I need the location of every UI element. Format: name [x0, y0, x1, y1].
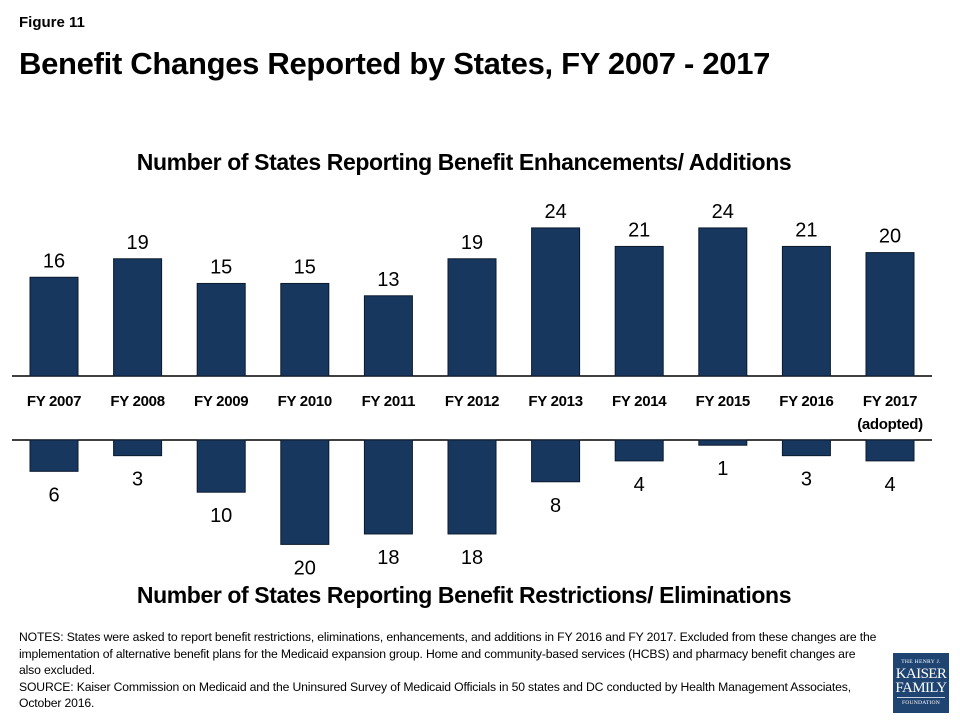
logo-divider	[897, 697, 945, 698]
bottom-bar-value-label: 18	[461, 547, 483, 569]
bottom-bar	[865, 439, 915, 462]
logo-line-3: FAMILY	[895, 680, 947, 696]
bottom-bar	[698, 439, 748, 446]
category-tick-label: FY 2013	[528, 393, 582, 410]
top-chart-title: Number of States Reporting Benefit Enhan…	[136, 149, 792, 175]
bottom-bar	[614, 439, 664, 462]
bottom-bar-value-label: 18	[377, 547, 399, 569]
bottom-bar-value-label: 3	[132, 469, 143, 491]
top-bar	[280, 282, 330, 377]
category-tick-label: FY 2010	[278, 393, 332, 410]
category-tick-label: FY 2007	[27, 393, 81, 410]
bottom-bar	[363, 439, 413, 535]
category-tick-label: FY 2008	[110, 393, 164, 410]
top-bar	[447, 258, 497, 377]
bottom-bar	[113, 439, 163, 457]
logo-line-2: KAISER	[895, 666, 947, 682]
logo-line-4: FOUNDATION	[901, 700, 941, 706]
page-title: Benefit Changes Reported by States, FY 2…	[19, 46, 771, 81]
category-tick-label: FY 2011	[362, 393, 416, 410]
top-bar	[865, 252, 915, 377]
category-tick-label: FY 2009	[194, 393, 248, 410]
top-bar-value-label: 20	[879, 226, 901, 248]
benefit-changes-chart: 16 6 FY 2007 19 3 FY 2008 15 10 FY 2009 15 20 FY 20…	[12, 201, 932, 579]
top-bar-value-label: 16	[43, 250, 65, 272]
bottom-bar-value-label: 3	[801, 469, 812, 491]
category-tick-label: FY 2016	[779, 393, 833, 410]
bottom-bar	[447, 439, 497, 535]
bottom-bar-value-label: 4	[634, 474, 645, 496]
top-bar	[781, 245, 831, 377]
top-bar-value-label: 24	[712, 201, 734, 223]
top-bar-value-label: 15	[294, 256, 316, 278]
category-tick-label: FY 2014	[612, 393, 667, 410]
category-tick-label: FY 2015	[696, 393, 750, 410]
top-bar	[196, 282, 246, 377]
source-text: SOURCE: Kaiser Commission on Medicaid an…	[19, 679, 851, 711]
bottom-bar-value-label: 10	[210, 505, 232, 527]
top-bar-value-label: 24	[544, 201, 566, 223]
figure-label: Figure 11	[19, 14, 85, 31]
top-bar-value-label: 19	[126, 232, 148, 254]
kff-logo: THE HENRY J. KAISER FAMILY FOUNDATION	[893, 653, 949, 713]
bottom-bar-value-label: 8	[550, 495, 561, 517]
bottom-bar	[781, 439, 831, 457]
category-tick-label: FY 2012	[445, 393, 499, 410]
top-bar	[614, 245, 664, 377]
top-bar-value-label: 13	[377, 269, 399, 291]
bottom-bar	[531, 439, 581, 483]
top-bar-value-label: 19	[461, 232, 483, 254]
top-bar-value-label: 21	[795, 219, 817, 241]
bottom-bar-value-label: 4	[884, 474, 895, 496]
top-bar	[531, 227, 581, 377]
bottom-bar	[280, 439, 330, 545]
logo-line-1: THE HENRY J.	[901, 659, 941, 665]
bottom-bar-value-label: 6	[48, 484, 59, 506]
top-bar	[363, 295, 413, 377]
bottom-bar	[29, 439, 79, 472]
category-tick-label: (adopted)	[857, 416, 923, 433]
bottom-bar	[196, 439, 246, 493]
top-bar-value-label: 15	[210, 256, 232, 278]
category-tick-label: FY 2017	[863, 393, 917, 410]
notes-block: NOTES: States were asked to report benef…	[19, 629, 879, 712]
notes-text: NOTES: States were asked to report benef…	[19, 630, 877, 678]
bottom-bar-value-label: 20	[294, 557, 316, 579]
top-bar	[29, 276, 79, 377]
top-bar	[698, 227, 748, 377]
top-bar-value-label: 21	[628, 219, 650, 241]
bottom-chart-title: Number of States Reporting Benefit Restr…	[136, 582, 792, 608]
bottom-bar-value-label: 1	[717, 458, 728, 480]
top-bar	[113, 258, 163, 377]
